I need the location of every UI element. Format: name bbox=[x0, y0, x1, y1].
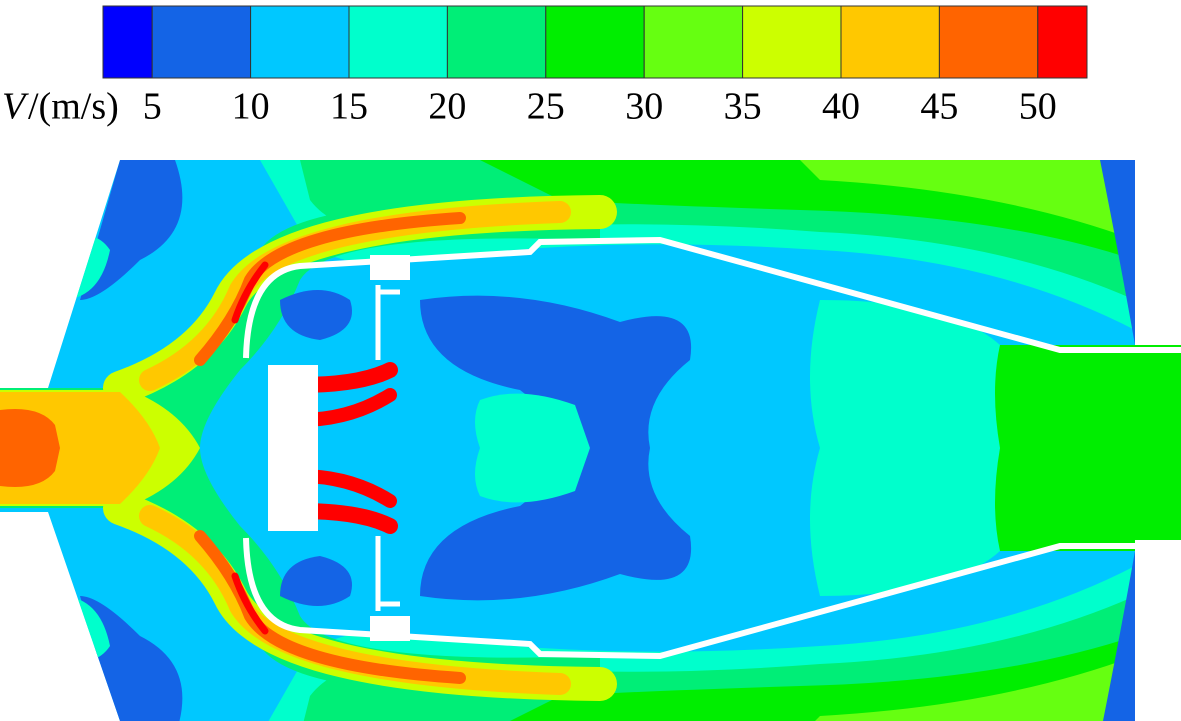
region bbox=[810, 300, 1000, 448]
colorbar-variable: V bbox=[2, 86, 29, 128]
colorbar-segment bbox=[545, 5, 645, 79]
colorbar-segment bbox=[840, 5, 940, 79]
dome bbox=[370, 616, 410, 641]
colorbar-segment bbox=[1037, 5, 1088, 79]
colorbar-tick-label: 5 bbox=[143, 86, 162, 128]
region bbox=[1100, 551, 1135, 721]
colorbar-segment bbox=[102, 5, 153, 79]
region bbox=[475, 393, 590, 448]
region bbox=[1100, 160, 1135, 345]
region bbox=[475, 448, 590, 503]
colorbar-tick-label: 45 bbox=[920, 86, 958, 128]
colorbar-segment bbox=[742, 5, 842, 79]
region bbox=[280, 556, 352, 606]
liner-wall bbox=[243, 537, 1181, 660]
colorbar-tick-label: 25 bbox=[527, 86, 565, 128]
colorbar-tick-label: 30 bbox=[625, 86, 663, 128]
liner-wall bbox=[243, 236, 1181, 359]
region bbox=[995, 345, 1181, 448]
colorbar: 5 10 15 20 25 30 35 40 45 50 bbox=[102, 5, 1088, 128]
region bbox=[810, 448, 1000, 596]
region bbox=[800, 160, 1135, 240]
colorbar-tick-label: 35 bbox=[724, 86, 762, 128]
region bbox=[800, 656, 1135, 721]
colorbar-segment bbox=[446, 5, 547, 79]
swirler bbox=[268, 365, 318, 448]
dome-wall bbox=[375, 285, 400, 360]
colorbar-tick-label: 50 bbox=[1019, 86, 1057, 128]
colorbar-segment bbox=[151, 5, 252, 79]
contour-field bbox=[0, 160, 1181, 721]
region bbox=[280, 290, 352, 340]
colorbar-tick-label: 40 bbox=[822, 86, 860, 128]
upper-half bbox=[0, 160, 1181, 448]
region bbox=[420, 295, 692, 448]
region bbox=[995, 448, 1181, 551]
colorbar-unit: /(m/s) bbox=[28, 86, 119, 128]
colorbar-tick-label: 15 bbox=[330, 86, 368, 128]
jet bbox=[231, 572, 269, 635]
colorbar-tick-label: 10 bbox=[232, 86, 270, 128]
colorbar-segment bbox=[348, 5, 448, 79]
dome bbox=[370, 255, 410, 280]
colorbar-segment bbox=[250, 5, 350, 79]
swirler bbox=[268, 448, 318, 531]
region bbox=[0, 409, 60, 448]
region bbox=[0, 448, 60, 487]
colorbar-segment bbox=[643, 5, 744, 79]
colorbar-tick-label: 20 bbox=[428, 86, 466, 128]
jet bbox=[231, 261, 269, 324]
colorbar-segment bbox=[938, 5, 1039, 79]
dome-wall bbox=[375, 536, 400, 611]
region bbox=[420, 448, 692, 601]
